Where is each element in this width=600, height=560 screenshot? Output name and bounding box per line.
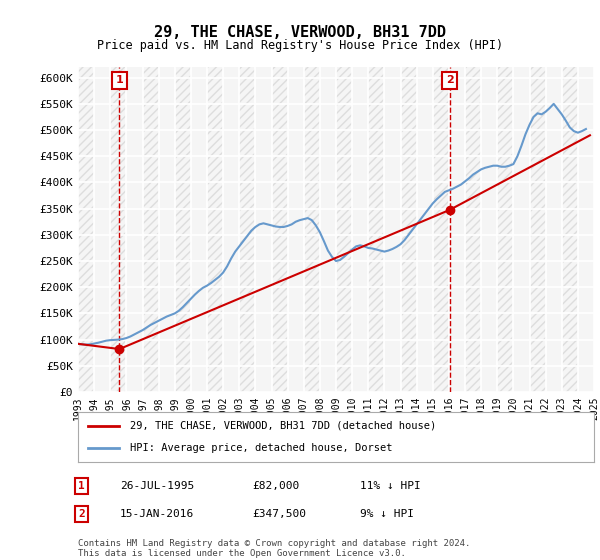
Bar <box>562 67 578 392</box>
Bar <box>530 67 545 392</box>
Bar <box>239 67 256 392</box>
Text: 11% ↓ HPI: 11% ↓ HPI <box>360 481 421 491</box>
Text: 15-JAN-2016: 15-JAN-2016 <box>120 509 194 519</box>
Text: 29, THE CHASE, VERWOOD, BH31 7DD (detached house): 29, THE CHASE, VERWOOD, BH31 7DD (detach… <box>130 421 436 431</box>
Bar <box>497 67 514 392</box>
Bar <box>110 67 127 392</box>
Bar <box>207 67 223 392</box>
Bar <box>143 67 158 392</box>
Text: 1: 1 <box>116 75 124 85</box>
Text: 29, THE CHASE, VERWOOD, BH31 7DD: 29, THE CHASE, VERWOOD, BH31 7DD <box>154 25 446 40</box>
Bar <box>401 67 416 392</box>
Bar <box>304 67 320 392</box>
Text: £347,500: £347,500 <box>252 509 306 519</box>
Text: 1: 1 <box>78 481 85 491</box>
Text: 26-JUL-1995: 26-JUL-1995 <box>120 481 194 491</box>
Bar <box>336 67 352 392</box>
Text: 2: 2 <box>78 509 85 519</box>
Text: HPI: Average price, detached house, Dorset: HPI: Average price, detached house, Dors… <box>130 443 392 453</box>
Bar <box>368 67 385 392</box>
Bar <box>175 67 191 392</box>
Bar <box>465 67 481 392</box>
Text: Contains HM Land Registry data © Crown copyright and database right 2024.
This d: Contains HM Land Registry data © Crown c… <box>78 539 470 558</box>
Text: £82,000: £82,000 <box>252 481 299 491</box>
Bar <box>78 67 94 392</box>
Text: 9% ↓ HPI: 9% ↓ HPI <box>360 509 414 519</box>
Bar <box>271 67 287 392</box>
Bar <box>433 67 449 392</box>
Text: 2: 2 <box>446 75 454 85</box>
Text: Price paid vs. HM Land Registry's House Price Index (HPI): Price paid vs. HM Land Registry's House … <box>97 39 503 52</box>
